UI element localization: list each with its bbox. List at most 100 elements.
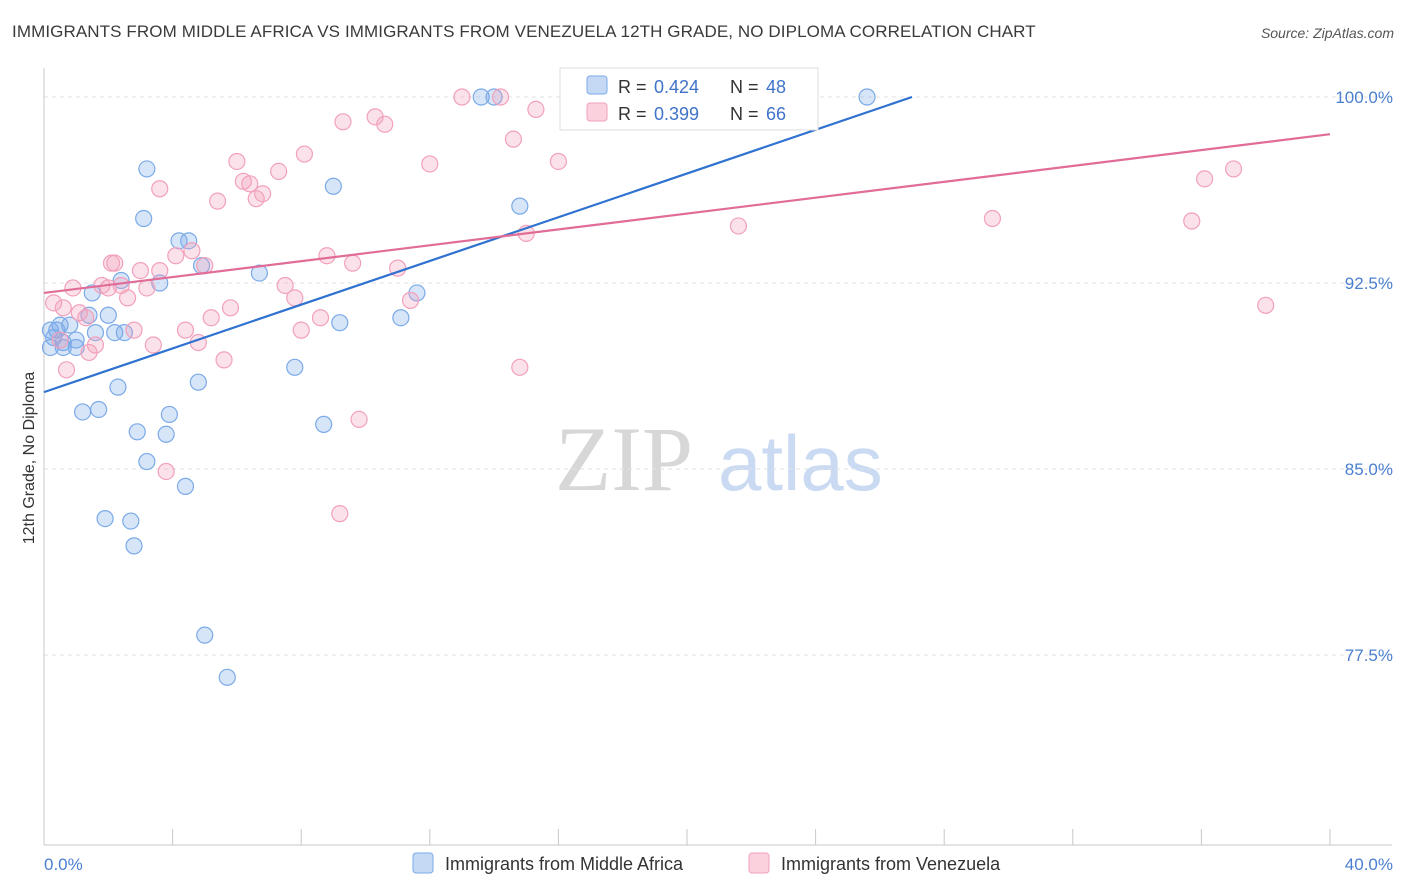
data-point-series-1 [128, 423, 146, 441]
trend-lines [43, 95, 1331, 394]
legend-n-label-1: N = [730, 77, 759, 97]
legend-r-label-1: R = [618, 77, 647, 97]
data-point-series-1 [858, 88, 876, 106]
bottom-legend-swatch-1 [412, 852, 434, 874]
data-point-series-2 [421, 155, 439, 173]
data-point-series-2 [183, 242, 201, 260]
data-point-series-1 [96, 509, 114, 528]
data-point-series-2 [138, 279, 156, 297]
data-point-series-1 [90, 400, 108, 419]
legend-r-value-2: 0.399 [654, 104, 699, 124]
data-point-series-2 [1224, 160, 1243, 178]
data-point-series-2 [51, 331, 69, 349]
legend-swatch-series-1 [586, 75, 608, 95]
bottom-legend-label-2: Immigrants from Venezuela [781, 854, 1001, 874]
legend-swatch-series-2 [586, 102, 608, 122]
legend-n-value-2: 66 [766, 104, 786, 124]
data-point-series-2 [202, 309, 220, 327]
data-point-series-2 [209, 192, 227, 210]
data-point-series-2 [221, 299, 240, 317]
legend-box: R = 0.424 N = 48 R = 0.399 N = 66 [559, 67, 819, 131]
data-point-series-2 [102, 254, 121, 272]
data-point-series-2 [57, 361, 76, 379]
data-point-series-1 [324, 177, 342, 195]
data-point-series-1 [86, 324, 105, 342]
data-point-series-1 [485, 88, 503, 106]
data-point-series-2 [292, 321, 310, 339]
data-point-series-1 [157, 425, 175, 443]
watermark-zip: ZIP [555, 408, 693, 510]
data-point-series-2 [167, 247, 185, 265]
data-point-series-1 [180, 232, 198, 250]
legend-n-value-1: 48 [766, 77, 786, 97]
data-point-series-2 [334, 113, 352, 131]
data-point-series-2 [318, 247, 336, 265]
data-point-series-2 [254, 185, 272, 203]
data-point-series-1 [189, 373, 207, 391]
data-point-series-1 [331, 314, 349, 332]
data-point-series-1 [196, 626, 214, 644]
data-point-series-2 [1183, 212, 1201, 230]
data-point-series-1 [61, 316, 79, 334]
watermark-atlas: atlas [718, 419, 883, 507]
data-point-series-2 [215, 351, 233, 369]
trend-line-series-1 [43, 95, 913, 394]
data-point-series-2 [491, 88, 510, 106]
data-point-series-2 [45, 294, 63, 312]
grid-lines [44, 96, 1392, 656]
y-tick-label: 77.5% [1345, 646, 1393, 665]
data-point-series-1 [160, 405, 178, 424]
data-point-series-1 [176, 477, 195, 495]
trend-line-series-2 [43, 133, 1331, 295]
data-point-series-2 [118, 289, 137, 307]
data-point-series-2 [196, 257, 214, 275]
data-point-series-2 [157, 462, 175, 481]
x-tick-label-min: 0.0% [44, 855, 83, 874]
bottom-legend: Immigrants from Middle Africa Immigrants… [412, 852, 1001, 874]
data-point-series-1 [125, 537, 143, 555]
data-point-series-1 [392, 309, 410, 327]
data-points [41, 88, 1275, 686]
data-point-series-2 [286, 289, 304, 307]
data-point-series-2 [527, 100, 545, 119]
data-point-series-2 [311, 309, 330, 327]
data-point-series-1 [138, 160, 156, 178]
y-axis-title: 12th Grade, No Diploma [21, 372, 38, 545]
data-point-series-2 [350, 410, 368, 428]
data-point-series-1 [472, 88, 490, 106]
data-point-series-1 [138, 452, 156, 471]
data-point-series-2 [511, 358, 529, 376]
data-point-series-1 [51, 316, 69, 334]
data-point-series-1 [135, 209, 153, 228]
x-tick-label-max: 40.0% [1345, 855, 1393, 874]
data-point-series-1 [67, 338, 85, 357]
data-point-series-2 [504, 130, 522, 148]
data-point-series-2 [331, 505, 349, 523]
x-ticks [172, 829, 1331, 845]
data-point-series-2 [54, 299, 72, 317]
data-point-series-2 [549, 152, 568, 171]
data-point-series-1 [122, 512, 140, 530]
data-point-series-2 [401, 291, 420, 309]
data-point-series-1 [99, 306, 117, 324]
data-point-series-2 [151, 180, 169, 198]
bottom-legend-label-1: Immigrants from Middle Africa [445, 854, 684, 874]
legend-r-value-1: 0.424 [654, 77, 699, 97]
data-point-series-2 [131, 262, 150, 280]
data-point-series-2 [86, 336, 105, 354]
data-point-series-2 [144, 336, 162, 354]
data-point-series-2 [1196, 170, 1214, 188]
source-label: Source: ZipAtlas.com [1260, 25, 1394, 41]
data-point-series-2 [270, 162, 288, 180]
data-point-series-1 [48, 321, 66, 339]
bottom-legend-swatch-2 [748, 852, 770, 874]
data-point-series-1 [250, 264, 269, 282]
y-tick-label: 100.0% [1335, 88, 1393, 107]
data-point-series-1 [73, 403, 92, 421]
data-point-series-1 [286, 358, 304, 376]
legend-r-label-2: R = [618, 104, 647, 124]
data-point-series-1 [218, 668, 236, 686]
data-point-series-2 [125, 321, 143, 339]
data-point-series-1 [109, 378, 127, 396]
data-point-series-2 [276, 276, 294, 295]
